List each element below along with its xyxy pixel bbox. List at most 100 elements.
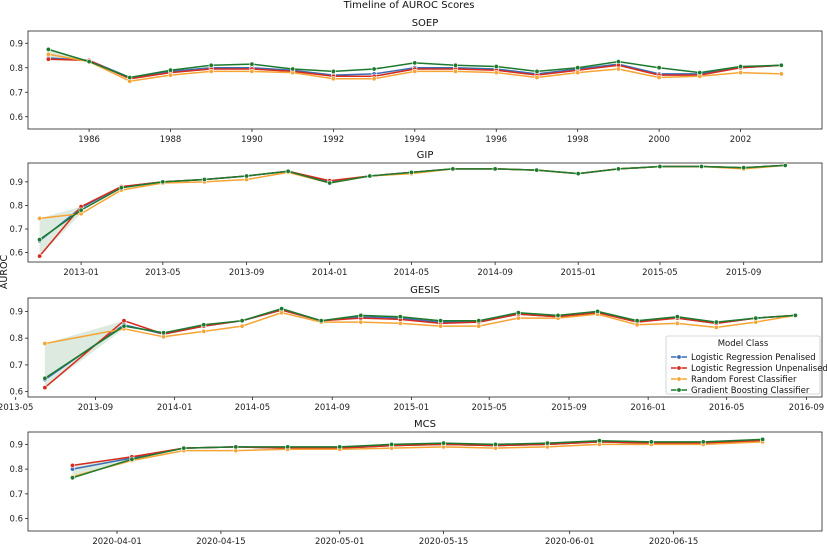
legend-label: Gradient Boosting Classifier	[691, 386, 810, 396]
data-point	[697, 70, 703, 76]
data-point	[713, 319, 719, 325]
plot-frame	[27, 30, 823, 130]
data-point	[244, 173, 250, 179]
data-point	[285, 168, 291, 174]
data-point	[330, 76, 336, 82]
data-point	[778, 62, 784, 68]
y-axis-label: AUROC	[0, 255, 10, 290]
data-point	[738, 64, 744, 70]
x-tick-label: 2013-05	[0, 403, 33, 413]
x-tick-label: 2020-04-15	[196, 537, 245, 547]
x-tick-label: 1994	[404, 135, 426, 145]
legend: Model Class Logistic Regression Penalised…	[665, 335, 827, 396]
data-point	[358, 319, 364, 325]
data-point	[330, 68, 336, 74]
data-point	[337, 444, 343, 450]
legend-title: Model Class	[718, 339, 769, 349]
data-point	[37, 253, 43, 259]
data-point	[397, 320, 403, 326]
legend-swatch-marker	[676, 387, 682, 393]
panel-gip: GIP 0.6 0.7 0.8 0.9 2013-01 2013-05 2013-09 2014…	[9, 150, 823, 278]
data-point	[129, 456, 135, 462]
x-tick-label: 2014-05	[394, 268, 430, 278]
data-point	[441, 440, 447, 446]
panel-mcs: MCS 0.6 0.7 0.8 0.9 2020-04-01 2020-04-15 2020-…	[9, 419, 823, 547]
data-point	[753, 315, 759, 321]
data-point	[161, 330, 167, 336]
x-tick-label: 2015-01	[560, 268, 596, 278]
data-point	[127, 75, 133, 81]
y-tick-label: 0.7	[9, 88, 23, 98]
data-point	[249, 61, 255, 67]
series-line	[39, 164, 786, 242]
data-point	[70, 475, 76, 481]
plot-frame	[27, 297, 823, 398]
series-gradient-boosting-classifier	[70, 436, 766, 481]
data-point	[438, 318, 444, 324]
panel-soep: SOEP 0.6 0.7 0.8 0.9 1986 1988 1990 1992 1994 1996…	[9, 18, 823, 145]
data-point	[37, 237, 43, 243]
y-tick-label: 0.7	[9, 225, 23, 235]
data-point	[118, 185, 124, 191]
data-point	[656, 75, 662, 81]
data-point	[648, 439, 654, 445]
data-point	[70, 462, 76, 468]
x-tick-label: 2013-09	[229, 268, 265, 278]
data-point	[674, 320, 680, 326]
series-gradient-boosting-classifier	[42, 306, 798, 381]
y-tick-label: 0.6	[9, 515, 23, 525]
data-point	[42, 385, 48, 391]
data-point	[782, 162, 788, 168]
data-point	[181, 445, 187, 451]
data-point	[45, 51, 51, 57]
y-tick-label: 0.6	[9, 388, 23, 398]
data-point	[615, 59, 621, 65]
data-point	[760, 436, 766, 442]
data-point	[700, 439, 706, 445]
data-point	[596, 438, 602, 444]
data-point	[290, 66, 296, 72]
data-point	[534, 167, 540, 173]
x-tick-label: 2002	[730, 135, 752, 145]
panel-title: MCS	[414, 419, 436, 430]
x-tick-label: 1988	[160, 135, 182, 145]
x-tick-label: 2015-05	[471, 403, 507, 413]
data-point	[208, 68, 214, 74]
data-point	[318, 318, 324, 324]
data-point	[575, 70, 581, 76]
data-point	[208, 62, 214, 68]
data-point	[738, 70, 744, 76]
y-tick-label: 0.7	[9, 490, 23, 500]
legend-box	[665, 335, 821, 395]
chart-panels: SOEP 0.6 0.7 0.8 0.9 1986 1988 1990 1992 1994 1996…	[0, 18, 824, 547]
data-point	[233, 444, 239, 450]
data-point	[168, 67, 174, 73]
data-point	[37, 215, 43, 221]
y-tick-label: 0.6	[9, 249, 23, 259]
data-point	[515, 310, 521, 316]
data-point	[634, 318, 640, 324]
data-point	[45, 46, 51, 52]
x-tick-label: 2015-05	[642, 268, 678, 278]
legend-label: Random Forest Classifier	[691, 375, 797, 385]
data-point	[575, 65, 581, 71]
x-tick-label: 2020-06-01	[545, 537, 594, 547]
plot-frame	[27, 162, 823, 263]
data-point	[160, 179, 166, 185]
y-tick-label: 0.9	[9, 440, 23, 450]
x-tick-label: 2020-05-01	[315, 537, 364, 547]
data-point	[86, 59, 92, 65]
legend-entry-random-forest-classifier: Random Forest Classifier	[671, 375, 797, 385]
data-point	[412, 68, 418, 74]
x-tick-label: 2016-01	[630, 403, 666, 413]
x-tick-label: 1986	[78, 135, 100, 145]
data-point	[45, 56, 51, 62]
x-tick-label: 1998	[567, 135, 589, 145]
data-point	[476, 323, 482, 329]
data-point	[285, 444, 291, 450]
data-point	[493, 64, 499, 70]
x-tick-label: 1996	[485, 135, 507, 145]
x-tick-label: 1992	[323, 135, 345, 145]
series-line	[72, 441, 763, 478]
